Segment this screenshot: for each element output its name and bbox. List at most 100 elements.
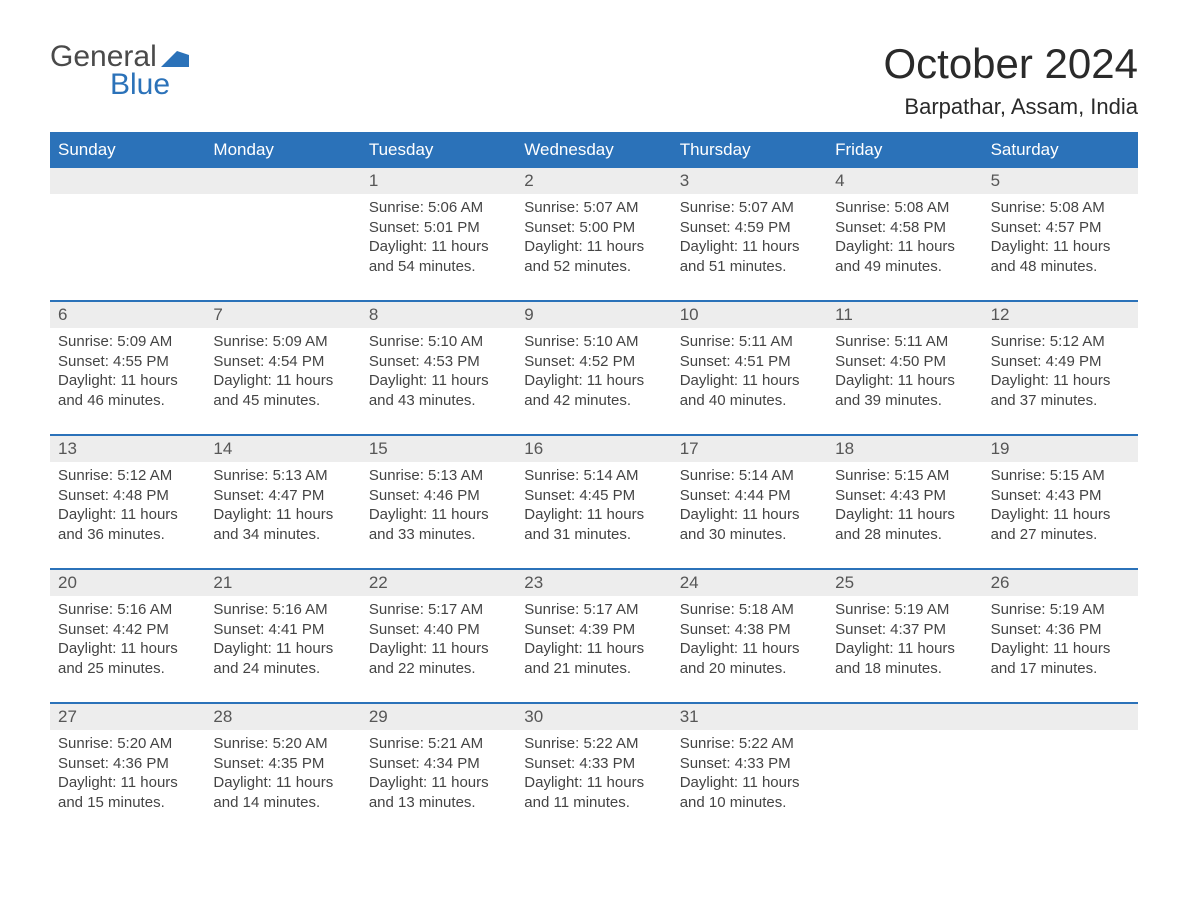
day-cell: Sunrise: 5:11 AMSunset: 4:51 PMDaylight:… [672, 328, 827, 420]
weekday-sunday: Sunday [50, 132, 205, 168]
sunrise-text: Sunrise: 5:21 AM [369, 734, 508, 754]
day-number-row: 6789101112 [50, 302, 1138, 328]
sunset-text: Sunset: 4:46 PM [369, 486, 508, 506]
sunrise-text: Sunrise: 5:17 AM [524, 600, 663, 620]
day-cell: Sunrise: 5:12 AMSunset: 4:48 PMDaylight:… [50, 462, 205, 554]
week-block: 20212223242526Sunrise: 5:16 AMSunset: 4:… [50, 568, 1138, 688]
weekday-saturday: Saturday [983, 132, 1138, 168]
weekday-wednesday: Wednesday [516, 132, 671, 168]
day-body-row: Sunrise: 5:20 AMSunset: 4:36 PMDaylight:… [50, 730, 1138, 822]
sunset-text: Sunset: 4:41 PM [213, 620, 352, 640]
day-cell: Sunrise: 5:13 AMSunset: 4:46 PMDaylight:… [361, 462, 516, 554]
daylight-text: Daylight: 11 hours and 42 minutes. [524, 371, 663, 410]
day-cell [50, 194, 205, 286]
sunrise-text: Sunrise: 5:17 AM [369, 600, 508, 620]
day-cell [983, 730, 1138, 822]
day-cell: Sunrise: 5:15 AMSunset: 4:43 PMDaylight:… [827, 462, 982, 554]
daylight-text: Daylight: 11 hours and 21 minutes. [524, 639, 663, 678]
daylight-text: Daylight: 11 hours and 37 minutes. [991, 371, 1130, 410]
sunrise-text: Sunrise: 5:18 AM [680, 600, 819, 620]
sunrise-text: Sunrise: 5:13 AM [213, 466, 352, 486]
daylight-text: Daylight: 11 hours and 45 minutes. [213, 371, 352, 410]
day-number: 24 [672, 570, 827, 596]
day-cell: Sunrise: 5:13 AMSunset: 4:47 PMDaylight:… [205, 462, 360, 554]
daylight-text: Daylight: 11 hours and 17 minutes. [991, 639, 1130, 678]
sunrise-text: Sunrise: 5:12 AM [991, 332, 1130, 352]
day-cell: Sunrise: 5:22 AMSunset: 4:33 PMDaylight:… [672, 730, 827, 822]
day-cell: Sunrise: 5:22 AMSunset: 4:33 PMDaylight:… [516, 730, 671, 822]
sunset-text: Sunset: 4:33 PM [524, 754, 663, 774]
day-cell: Sunrise: 5:19 AMSunset: 4:37 PMDaylight:… [827, 596, 982, 688]
daylight-text: Daylight: 11 hours and 48 minutes. [991, 237, 1130, 276]
day-number: 11 [827, 302, 982, 328]
sunrise-text: Sunrise: 5:08 AM [835, 198, 974, 218]
day-cell: Sunrise: 5:14 AMSunset: 4:44 PMDaylight:… [672, 462, 827, 554]
day-cell: Sunrise: 5:14 AMSunset: 4:45 PMDaylight:… [516, 462, 671, 554]
sunrise-text: Sunrise: 5:12 AM [58, 466, 197, 486]
day-number: 19 [983, 436, 1138, 462]
day-cell: Sunrise: 5:06 AMSunset: 5:01 PMDaylight:… [361, 194, 516, 286]
sunrise-text: Sunrise: 5:16 AM [58, 600, 197, 620]
week-block: 12345Sunrise: 5:06 AMSunset: 5:01 PMDayl… [50, 168, 1138, 286]
sunrise-text: Sunrise: 5:10 AM [524, 332, 663, 352]
daylight-text: Daylight: 11 hours and 43 minutes. [369, 371, 508, 410]
day-number [205, 168, 360, 194]
sunset-text: Sunset: 4:52 PM [524, 352, 663, 372]
sunset-text: Sunset: 4:51 PM [680, 352, 819, 372]
day-cell [205, 194, 360, 286]
sunset-text: Sunset: 4:38 PM [680, 620, 819, 640]
day-number: 10 [672, 302, 827, 328]
daylight-text: Daylight: 11 hours and 15 minutes. [58, 773, 197, 812]
day-number: 30 [516, 704, 671, 730]
sunset-text: Sunset: 4:42 PM [58, 620, 197, 640]
day-number [983, 704, 1138, 730]
week-block: 13141516171819Sunrise: 5:12 AMSunset: 4:… [50, 434, 1138, 554]
logo: General Blue [50, 40, 189, 102]
day-number-row: 2728293031 [50, 704, 1138, 730]
daylight-text: Daylight: 11 hours and 22 minutes. [369, 639, 508, 678]
daylight-text: Daylight: 11 hours and 14 minutes. [213, 773, 352, 812]
sunset-text: Sunset: 4:57 PM [991, 218, 1130, 238]
day-cell: Sunrise: 5:11 AMSunset: 4:50 PMDaylight:… [827, 328, 982, 420]
weekday-friday: Friday [827, 132, 982, 168]
day-number: 4 [827, 168, 982, 194]
weekday-thursday: Thursday [672, 132, 827, 168]
sunrise-text: Sunrise: 5:09 AM [58, 332, 197, 352]
day-cell: Sunrise: 5:16 AMSunset: 4:42 PMDaylight:… [50, 596, 205, 688]
day-number: 7 [205, 302, 360, 328]
sunset-text: Sunset: 4:44 PM [680, 486, 819, 506]
weekday-monday: Monday [205, 132, 360, 168]
day-number: 22 [361, 570, 516, 596]
day-number: 15 [361, 436, 516, 462]
sunset-text: Sunset: 4:43 PM [835, 486, 974, 506]
daylight-text: Daylight: 11 hours and 18 minutes. [835, 639, 974, 678]
sunset-text: Sunset: 4:35 PM [213, 754, 352, 774]
sunrise-text: Sunrise: 5:09 AM [213, 332, 352, 352]
day-number-row: 12345 [50, 168, 1138, 194]
daylight-text: Daylight: 11 hours and 33 minutes. [369, 505, 508, 544]
day-number [827, 704, 982, 730]
sunrise-text: Sunrise: 5:19 AM [835, 600, 974, 620]
day-number: 29 [361, 704, 516, 730]
sunrise-text: Sunrise: 5:10 AM [369, 332, 508, 352]
sunrise-text: Sunrise: 5:22 AM [680, 734, 819, 754]
day-cell: Sunrise: 5:08 AMSunset: 4:57 PMDaylight:… [983, 194, 1138, 286]
day-cell: Sunrise: 5:10 AMSunset: 4:52 PMDaylight:… [516, 328, 671, 420]
sunset-text: Sunset: 4:33 PM [680, 754, 819, 774]
sunset-text: Sunset: 4:50 PM [835, 352, 974, 372]
day-body-row: Sunrise: 5:06 AMSunset: 5:01 PMDaylight:… [50, 194, 1138, 286]
sunset-text: Sunset: 4:37 PM [835, 620, 974, 640]
day-number: 26 [983, 570, 1138, 596]
sunrise-text: Sunrise: 5:08 AM [991, 198, 1130, 218]
daylight-text: Daylight: 11 hours and 24 minutes. [213, 639, 352, 678]
daylight-text: Daylight: 11 hours and 27 minutes. [991, 505, 1130, 544]
sunrise-text: Sunrise: 5:11 AM [835, 332, 974, 352]
day-number: 17 [672, 436, 827, 462]
day-cell: Sunrise: 5:19 AMSunset: 4:36 PMDaylight:… [983, 596, 1138, 688]
day-number: 3 [672, 168, 827, 194]
day-number: 27 [50, 704, 205, 730]
daylight-text: Daylight: 11 hours and 34 minutes. [213, 505, 352, 544]
sunrise-text: Sunrise: 5:22 AM [524, 734, 663, 754]
sunrise-text: Sunrise: 5:07 AM [680, 198, 819, 218]
title-block: October 2024 Barpathar, Assam, India [883, 40, 1138, 120]
